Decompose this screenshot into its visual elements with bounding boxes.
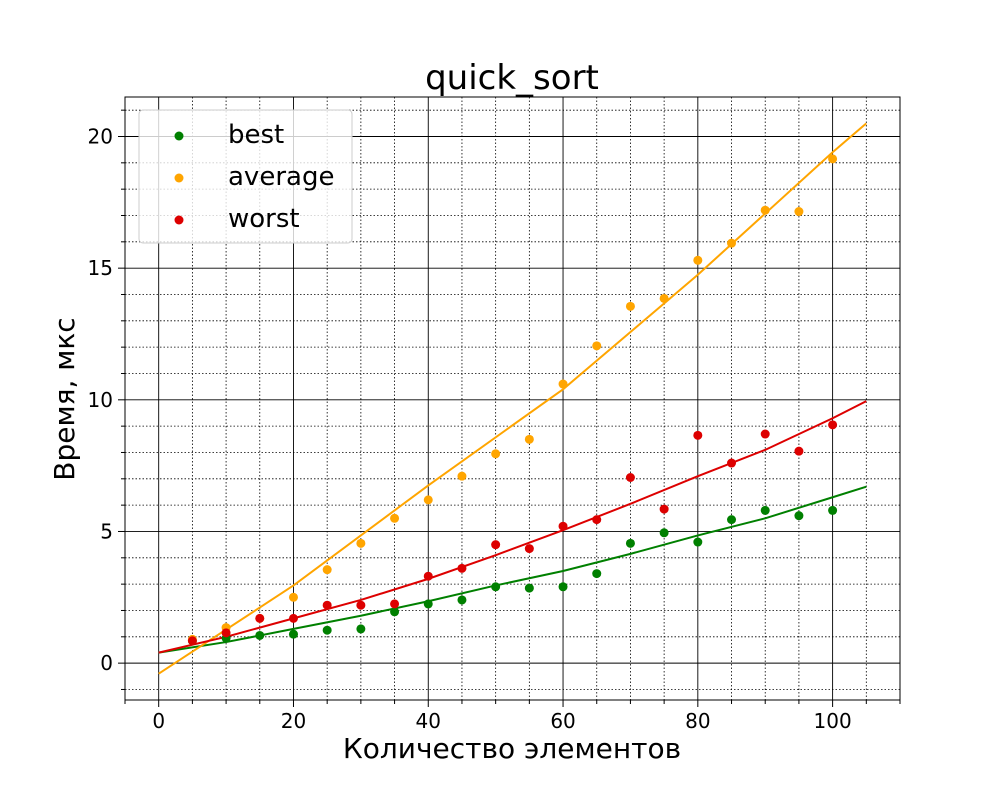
- point-worst: [255, 613, 265, 623]
- point-average: [288, 592, 298, 602]
- point-worst: [828, 420, 838, 430]
- point-best: [524, 583, 534, 593]
- y-axis-label: Время, мкс: [48, 317, 81, 480]
- point-worst: [423, 571, 433, 581]
- point-best: [255, 630, 265, 640]
- point-worst: [727, 458, 737, 468]
- point-best: [558, 582, 568, 592]
- y-tick-label: 10: [88, 388, 113, 412]
- legend-label-worst: worst: [228, 204, 300, 234]
- trend-line-worst: [158, 400, 867, 654]
- point-worst: [457, 563, 467, 573]
- point-worst: [288, 613, 298, 623]
- x-tick-label: 80: [685, 709, 710, 733]
- point-average: [693, 255, 703, 265]
- point-average: [491, 449, 501, 459]
- point-best: [760, 505, 770, 515]
- x-tick-label: 60: [550, 709, 575, 733]
- point-worst: [322, 600, 332, 610]
- trend-line-best: [158, 485, 867, 654]
- x-axis-label: Количество элементов: [343, 732, 681, 765]
- axis-ticks: [118, 109, 901, 707]
- legend-label-best: best: [228, 120, 284, 150]
- point-average: [390, 513, 400, 523]
- legend: best average worst: [138, 109, 353, 244]
- point-average: [760, 205, 770, 215]
- point-best: [390, 607, 400, 617]
- x-tick-label: 40: [416, 709, 441, 733]
- legend-marker-best: [174, 131, 184, 141]
- legend-marker-average: [174, 173, 184, 183]
- point-best: [288, 629, 298, 639]
- point-worst: [221, 628, 231, 638]
- point-worst: [659, 504, 669, 514]
- y-tick-label: 0: [100, 651, 113, 675]
- x-tick-label: 100: [814, 709, 852, 733]
- point-average: [592, 341, 602, 351]
- point-best: [457, 595, 467, 605]
- x-tick-label: 20: [281, 709, 306, 733]
- point-worst: [390, 599, 400, 609]
- point-average: [524, 434, 534, 444]
- point-average: [457, 471, 467, 481]
- legend-marker-worst: [174, 215, 184, 225]
- chart-title: quick_sort: [425, 58, 599, 98]
- point-average: [659, 293, 669, 303]
- point-best: [322, 625, 332, 635]
- point-worst: [693, 430, 703, 440]
- point-best: [356, 624, 366, 634]
- y-tick-label: 5: [100, 519, 113, 543]
- plot-frame: [124, 96, 901, 701]
- trend-lines: [158, 122, 867, 675]
- trend-line-average: [158, 122, 867, 675]
- point-worst: [794, 446, 804, 456]
- point-average: [828, 154, 838, 164]
- point-worst: [356, 600, 366, 610]
- point-average: [356, 538, 366, 548]
- x-tick-label: 0: [152, 709, 165, 733]
- point-average: [625, 301, 635, 311]
- point-worst: [491, 540, 501, 550]
- point-best: [693, 537, 703, 547]
- point-worst: [558, 521, 568, 531]
- point-best: [491, 582, 501, 592]
- legend-label-average: average: [228, 162, 334, 192]
- tick-labels: 0 20 40 60 80 100 0 5 10 15 20: [88, 124, 852, 733]
- point-average: [322, 565, 332, 575]
- point-worst: [592, 515, 602, 525]
- point-average: [727, 238, 737, 248]
- point-best: [625, 538, 635, 548]
- point-average: [423, 495, 433, 505]
- point-best: [794, 511, 804, 521]
- point-average: [558, 379, 568, 389]
- point-best: [592, 569, 602, 579]
- point-worst: [524, 544, 534, 554]
- point-best: [828, 505, 838, 515]
- point-worst: [625, 472, 635, 482]
- y-tick-label: 15: [88, 256, 113, 280]
- point-worst: [187, 636, 197, 646]
- point-best: [659, 528, 669, 538]
- point-average: [794, 207, 804, 217]
- point-worst: [760, 429, 770, 439]
- point-best: [727, 515, 737, 525]
- legend-box: [138, 109, 353, 244]
- point-best: [423, 599, 433, 609]
- y-tick-label: 20: [88, 124, 113, 148]
- data-points: [187, 154, 838, 646]
